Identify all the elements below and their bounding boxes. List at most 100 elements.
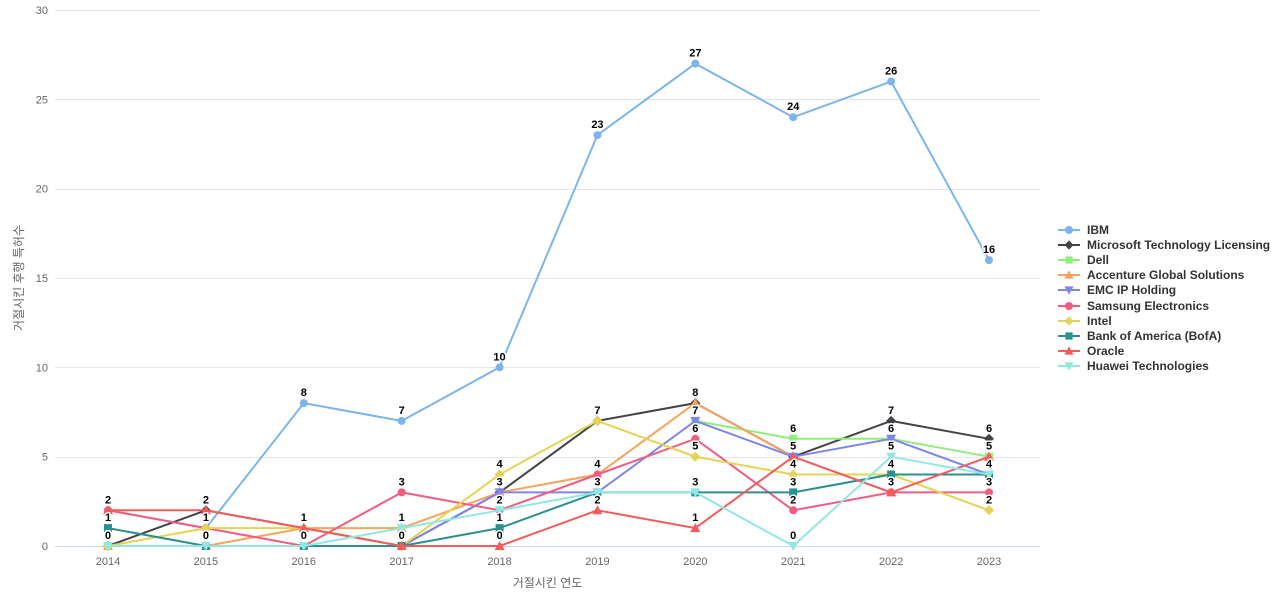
data-label: 0 xyxy=(496,530,502,542)
y-axis-tick-label: 15 xyxy=(36,273,48,285)
triangle-down-marker-icon xyxy=(1058,286,1080,295)
data-label: 5 xyxy=(790,441,796,453)
legend-item[interactable]: EMC IP Holding xyxy=(1056,283,1270,298)
data-label: 2 xyxy=(496,494,502,506)
series-line[interactable] xyxy=(107,62,990,530)
square-marker-icon xyxy=(1058,332,1080,340)
data-label: 1 xyxy=(203,512,209,524)
data-point[interactable] xyxy=(200,523,211,534)
data-point[interactable] xyxy=(984,505,994,516)
legend-item[interactable]: Accenture Global Solutions xyxy=(1056,268,1270,283)
data-point[interactable] xyxy=(985,256,994,265)
legend-label: Huawei Technologies xyxy=(1087,359,1209,374)
data-point[interactable] xyxy=(690,523,701,533)
data-label: 0 xyxy=(301,530,307,542)
data-point[interactable] xyxy=(592,488,603,498)
data-point[interactable] xyxy=(298,542,309,551)
data-label: 7 xyxy=(399,405,405,417)
data-label: 5 xyxy=(986,441,992,453)
data-point[interactable] xyxy=(298,523,309,533)
data-point[interactable] xyxy=(104,524,112,533)
data-point[interactable] xyxy=(593,470,602,479)
data-label: 5 xyxy=(790,441,796,453)
circle-marker-icon xyxy=(1058,225,1080,234)
data-point[interactable] xyxy=(103,505,113,515)
data-label: 0 xyxy=(790,530,796,542)
series-line[interactable] xyxy=(107,437,990,547)
legend-item[interactable]: Samsung Electronics xyxy=(1056,298,1270,313)
data-point[interactable] xyxy=(200,542,211,551)
data-label: 1 xyxy=(301,512,307,524)
data-label: 0 xyxy=(399,530,405,542)
data-label: 6 xyxy=(986,423,992,435)
data-label: 24 xyxy=(787,101,800,113)
data-point[interactable] xyxy=(691,59,700,68)
data-point[interactable] xyxy=(789,488,798,497)
data-point[interactable] xyxy=(789,434,798,443)
data-point[interactable] xyxy=(494,488,505,498)
data-point[interactable] xyxy=(103,542,113,551)
data-point[interactable] xyxy=(396,524,407,534)
data-point[interactable] xyxy=(788,469,799,480)
data-point[interactable] xyxy=(886,487,897,497)
data-point[interactable] xyxy=(690,488,701,498)
data-label: 3 xyxy=(496,476,502,488)
data-label: 5 xyxy=(888,441,894,453)
data-point[interactable] xyxy=(985,488,994,497)
data-point[interactable] xyxy=(592,415,603,426)
data-label: 1 xyxy=(301,512,307,524)
data-point[interactable] xyxy=(690,398,701,408)
series-line[interactable] xyxy=(107,455,990,547)
data-point[interactable] xyxy=(788,451,799,461)
legend-item[interactable]: Microsoft Technology Licensing xyxy=(1056,237,1270,252)
diamond-marker-icon xyxy=(1058,316,1080,326)
data-point[interactable] xyxy=(299,399,308,408)
data-point[interactable] xyxy=(984,451,994,461)
data-point[interactable] xyxy=(690,416,701,426)
x-axis-tick-label: 2017 xyxy=(389,556,413,568)
data-point[interactable] xyxy=(886,452,897,462)
data-label: 1 xyxy=(692,512,698,524)
data-point[interactable] xyxy=(887,470,896,479)
circle-marker-icon xyxy=(1058,301,1080,310)
data-point[interactable] xyxy=(886,434,897,444)
data-label: 3 xyxy=(888,476,894,488)
data-point[interactable] xyxy=(200,505,211,515)
data-point[interactable] xyxy=(593,131,602,140)
data-label: 0 xyxy=(203,530,209,542)
data-point[interactable] xyxy=(789,506,798,515)
legend-item[interactable]: IBM xyxy=(1056,222,1270,237)
data-point[interactable] xyxy=(495,524,504,533)
data-point[interactable] xyxy=(396,541,407,550)
data-point[interactable] xyxy=(788,542,799,551)
legend-label: Microsoft Technology Licensing xyxy=(1087,237,1271,252)
data-point[interactable] xyxy=(691,434,700,443)
legend-item[interactable]: Huawei Technologies xyxy=(1056,359,1270,374)
data-label: 3 xyxy=(594,476,600,488)
data-point[interactable] xyxy=(592,505,603,515)
data-label: 3 xyxy=(496,476,502,488)
data-label: 1 xyxy=(399,512,405,524)
data-point[interactable] xyxy=(789,113,798,122)
data-point[interactable] xyxy=(495,363,504,372)
data-point[interactable] xyxy=(494,506,505,516)
legend-item[interactable]: Oracle xyxy=(1056,344,1270,359)
data-point[interactable] xyxy=(886,415,897,426)
legend-item[interactable]: Bank of America (BofA) xyxy=(1056,328,1270,343)
data-label: 4 xyxy=(888,459,895,471)
data-point[interactable] xyxy=(397,416,406,425)
y-axis-tick-label: 30 xyxy=(36,5,48,17)
series-line[interactable] xyxy=(107,455,990,547)
legend-item[interactable]: Intel xyxy=(1056,313,1270,328)
legend-item[interactable]: Dell xyxy=(1056,252,1270,267)
data-point[interactable] xyxy=(397,488,406,497)
data-point[interactable] xyxy=(887,77,896,86)
data-point[interactable] xyxy=(690,451,701,462)
data-point[interactable] xyxy=(494,541,505,550)
data-point[interactable] xyxy=(494,469,505,480)
x-axis-tick-label: 2014 xyxy=(96,556,120,568)
data-label: 1 xyxy=(203,512,209,524)
data-point[interactable] xyxy=(984,470,994,480)
data-point[interactable] xyxy=(984,433,994,444)
